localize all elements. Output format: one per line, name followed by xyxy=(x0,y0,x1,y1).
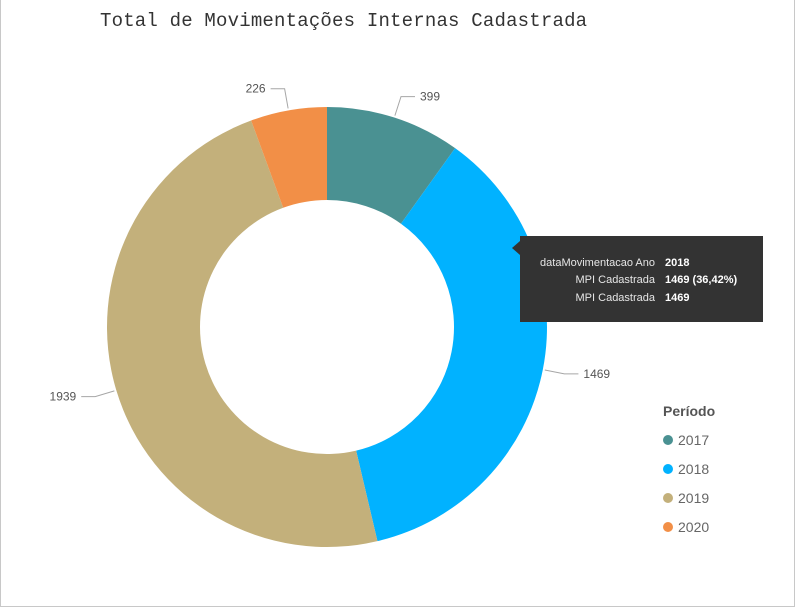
data-label: 1469 xyxy=(583,367,610,381)
legend: Período 2017 2018 2019 2020 xyxy=(663,403,715,541)
tooltip-value: 1469 (36,42%) xyxy=(665,274,738,287)
tooltip-row: MPI Cadastrada 1469 xyxy=(520,289,763,307)
data-label: 1939 xyxy=(50,390,77,404)
legend-title: Período xyxy=(663,403,716,419)
legend-label: 2018 xyxy=(678,460,710,477)
chart-title: Total de Movimentações Internas Cadastra… xyxy=(100,10,588,32)
tooltip-label: MPI Cadastrada xyxy=(575,274,655,287)
data-label: 399 xyxy=(420,90,440,104)
legend-marker xyxy=(663,521,673,532)
data-label: 226 xyxy=(246,82,266,96)
leader-line xyxy=(544,369,579,375)
legend-label: 2019 xyxy=(678,489,710,506)
donut-slice-2017[interactable] xyxy=(327,107,456,224)
donut-slice-2019[interactable] xyxy=(106,120,378,548)
tooltip-value: 2018 xyxy=(665,256,690,269)
tooltip-row: MPI Cadastrada 1469 (36,42%) xyxy=(520,272,763,290)
legend-item-2019[interactable]: 2019 xyxy=(663,483,715,512)
leader-line xyxy=(81,390,115,398)
legend-item-2020[interactable]: 2020 xyxy=(663,512,715,541)
leader-line xyxy=(270,88,289,109)
legend-label: 2017 xyxy=(678,431,710,448)
tooltip-value: 1469 xyxy=(665,291,690,304)
tooltip-row: dataMovimentacao Ano 2018 xyxy=(520,254,763,272)
legend-label: 2020 xyxy=(678,518,710,535)
legend-marker xyxy=(663,492,673,503)
legend-item-2017[interactable]: 2017 xyxy=(663,425,715,454)
legend-marker xyxy=(663,463,673,474)
legend-item-2018[interactable]: 2018 xyxy=(663,454,715,483)
donut-slice-2018[interactable] xyxy=(356,148,547,542)
tooltip-label: MPI Cadastrada xyxy=(575,291,655,304)
tooltip-label: dataMovimentacao Ano xyxy=(540,256,655,269)
tooltip: dataMovimentacao Ano 2018 MPI Cadastrada… xyxy=(512,236,763,322)
leader-line xyxy=(394,96,416,116)
donut-slice-2020[interactable] xyxy=(251,107,327,208)
legend-marker xyxy=(663,434,673,445)
